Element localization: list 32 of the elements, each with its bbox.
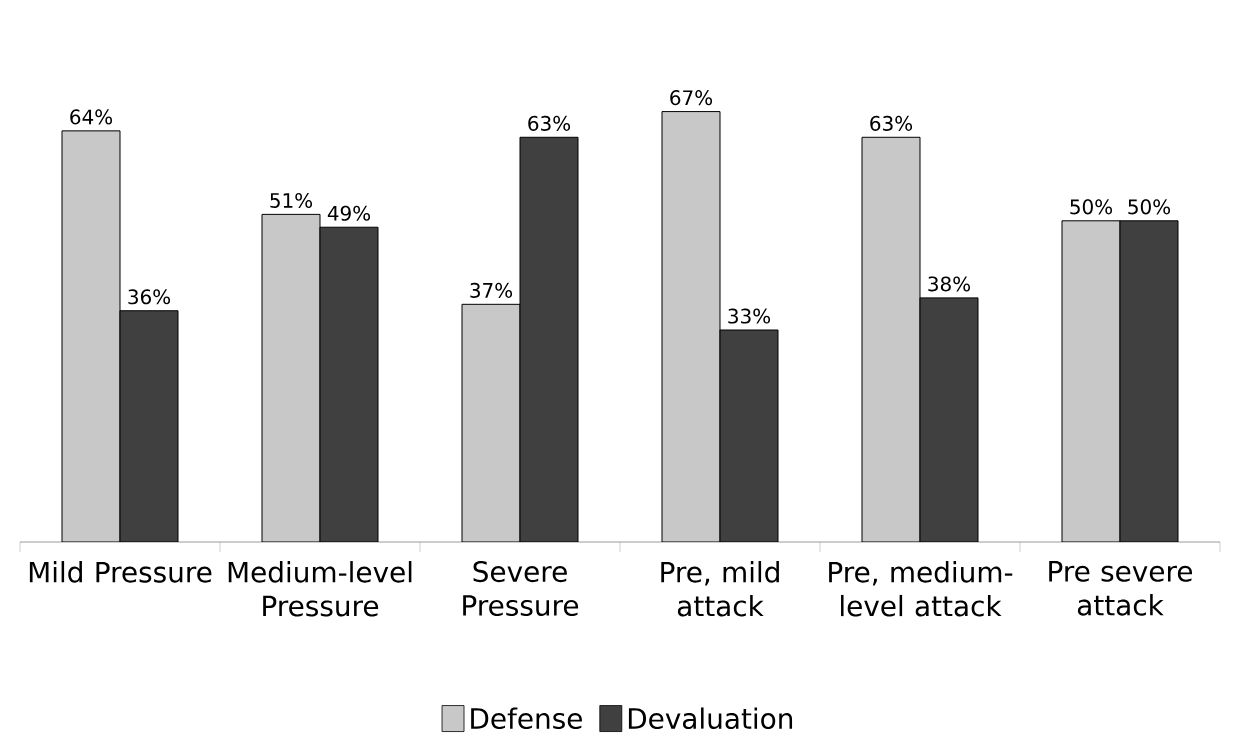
data-label: 67% (670, 90, 713, 106)
bar (519, 136, 579, 542)
data-label: 63% (870, 115, 913, 131)
data-label: 33% (728, 308, 771, 324)
bar (919, 297, 979, 542)
bar (1061, 220, 1121, 542)
bar (661, 111, 721, 542)
data-label: 50% (1128, 199, 1171, 215)
data-label: 49% (327, 205, 371, 221)
x-tick-label: Pre, mild attack (661, 561, 779, 617)
bar (719, 329, 779, 542)
data-label: 51% (270, 192, 313, 208)
bar (461, 303, 521, 542)
legend-label: Defense (471, 707, 582, 730)
data-label: 38% (928, 276, 971, 292)
data-label: 36% (128, 289, 171, 305)
data-label: 64% (70, 109, 113, 125)
bar (319, 226, 379, 542)
bar (61, 130, 121, 542)
bar (1119, 220, 1179, 542)
x-tick-label: Pre, medium-level attack (829, 561, 1013, 617)
data-label: 37% (470, 282, 513, 298)
x-tick-label: Mild Pressure (29, 561, 212, 583)
legend-label: Devaluation (628, 707, 793, 730)
bar (861, 136, 921, 542)
bar (119, 310, 179, 542)
data-label: 50% (1070, 199, 1113, 215)
bar (261, 213, 321, 542)
x-tick-label: Medium-level Pressure (228, 561, 412, 617)
data-label: 63% (528, 115, 571, 131)
x-tick-label: Pre severe attack (1049, 561, 1193, 616)
x-tick-label: Severe Pressure (463, 561, 579, 617)
